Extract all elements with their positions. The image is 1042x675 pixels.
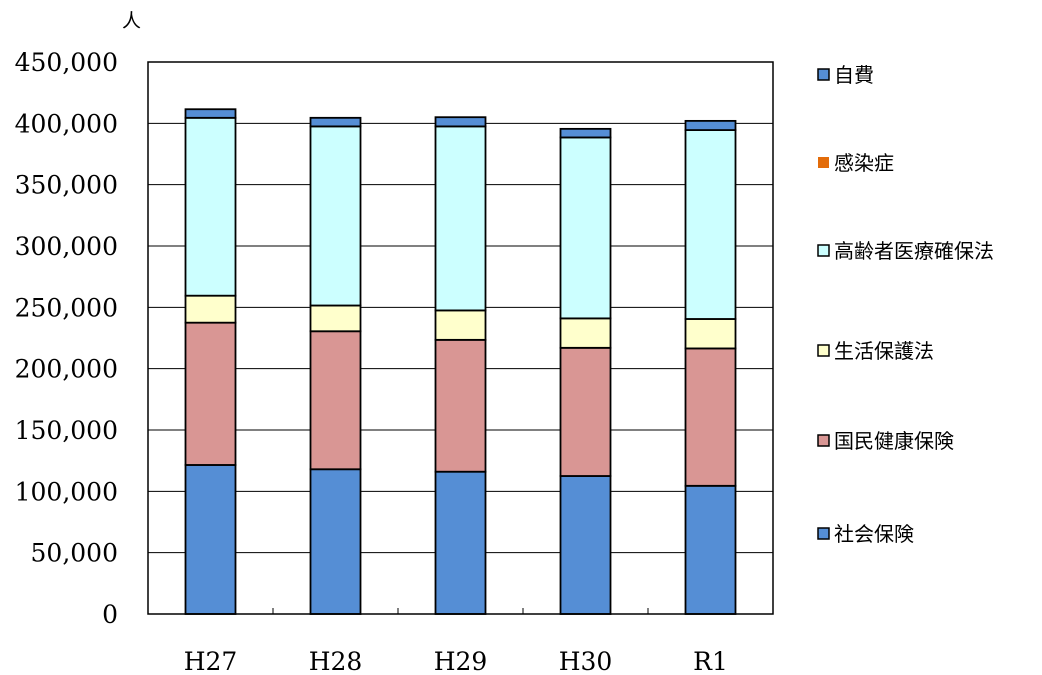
legend-swatch: [817, 434, 830, 447]
bar-segment: [684, 484, 737, 615]
y-axis-tick-labels: 0 50,000 100,000 150,000 200,000 250,000 300,0…: [15, 48, 118, 629]
y-tick-label: 50,000: [31, 539, 118, 568]
legend-label: 国民健康保険: [834, 429, 954, 453]
legend-label: 社会保険: [834, 522, 914, 546]
bar-segment: [434, 116, 487, 128]
legend-swatch: [817, 344, 830, 357]
bar-segment: [309, 330, 362, 471]
legend-swatch: [818, 157, 829, 168]
bar-segment: [434, 338, 487, 473]
bar-segment: [434, 309, 487, 341]
y-tick-label: 250,000: [15, 293, 118, 322]
legend-label: 生活保護法: [834, 339, 934, 363]
x-tick-label: H30: [559, 647, 613, 675]
bar-segment: [309, 125, 362, 307]
bar-segment: [184, 294, 237, 324]
legend-label: 感染症: [834, 151, 894, 175]
bar-segment: [684, 347, 737, 487]
bar-segment: [684, 129, 737, 320]
bar-segment: [559, 346, 612, 477]
x-axis-tick-labels: H27 H28 H29 H30 R1: [184, 647, 728, 675]
bar-segment: [559, 136, 612, 320]
bar-segment: [559, 317, 612, 349]
bar-segment: [184, 108, 237, 119]
legend-label: 高齢者医療確保法: [834, 239, 994, 263]
y-tick-label: 200,000: [15, 355, 118, 384]
bar-segment: [309, 304, 362, 333]
bar-segment: [684, 318, 737, 350]
bar-segment: [559, 127, 612, 139]
legend-swatch: [817, 527, 830, 540]
bars: [184, 108, 737, 615]
x-tick-label: H29: [434, 647, 488, 675]
bar-segment: [434, 470, 487, 615]
bar-segment: [184, 116, 237, 297]
bar-segment: [684, 119, 737, 131]
y-axis-unit-label: 人: [122, 10, 141, 32]
x-tick-label: R1: [693, 647, 728, 675]
bar-segment: [309, 116, 362, 128]
bar-segment: [559, 475, 612, 615]
x-tick-label: H27: [184, 647, 238, 675]
x-tick-label: H28: [309, 647, 363, 675]
y-tick-label: 100,000: [15, 477, 118, 506]
plot-frame: [147, 61, 774, 615]
y-tick-label: 0: [102, 600, 118, 629]
y-tick-label: 450,000: [15, 48, 118, 77]
legend-label: 自費: [834, 63, 874, 87]
legend-swatch: [817, 244, 830, 257]
y-tick-label: 300,000: [15, 232, 118, 261]
bar-segment: [184, 321, 237, 466]
bar-segment: [434, 125, 487, 312]
x-axis-ticks: [272, 608, 649, 614]
bar-segment: [184, 464, 237, 615]
legend-swatch: [817, 68, 830, 81]
y-tick-label: 150,000: [15, 416, 118, 445]
y-tick-label: 350,000: [15, 171, 118, 200]
bar-segment: [309, 468, 362, 615]
y-tick-label: 400,000: [15, 109, 118, 138]
